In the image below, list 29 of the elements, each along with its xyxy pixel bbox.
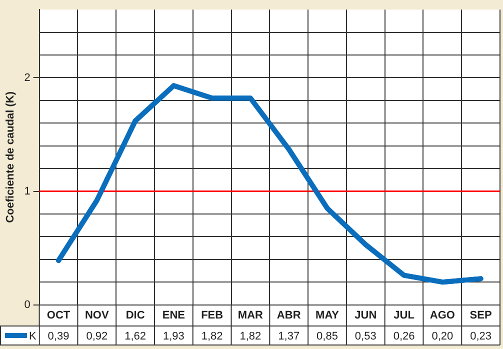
data-label: 0,26 <box>393 330 415 343</box>
data-label: 0,39 <box>48 330 70 343</box>
data-label: 1,93 <box>162 330 184 343</box>
y-axis-title: Coeficiente de caudal (K) <box>4 91 17 223</box>
y-tick-label: 2 <box>24 72 30 84</box>
x-tick-label: OCT <box>46 309 70 322</box>
x-tick-label: DIC <box>126 309 145 322</box>
x-tick-label: MAR <box>238 309 264 322</box>
data-label: 0,23 <box>470 330 492 343</box>
x-tick-label: ENE <box>162 309 185 322</box>
x-tick-label: AGO <box>430 309 456 322</box>
x-tick-label: SEP <box>470 309 492 322</box>
y-tick-label: 1 <box>24 185 30 198</box>
data-label: 0,53 <box>354 330 376 343</box>
data-label: 0,20 <box>432 330 454 343</box>
x-tick-label: FEB <box>201 309 224 322</box>
data-label: 0,85 <box>316 330 338 343</box>
data-label: 1,82 <box>240 330 262 343</box>
x-tick-label: ABR <box>276 309 301 322</box>
legend-label: K <box>29 330 37 343</box>
x-tick-label: JUN <box>354 309 377 322</box>
x-tick-label: NOV <box>84 309 110 322</box>
data-label: 1,62 <box>124 330 146 343</box>
y-tick-label: 0 <box>24 298 30 311</box>
data-label: 0,92 <box>86 330 108 343</box>
data-label: 1,37 <box>278 330 300 343</box>
x-tick-label: JUL <box>394 309 415 322</box>
data-label: 1,82 <box>201 330 223 343</box>
x-tick-label: MAY <box>316 309 340 322</box>
